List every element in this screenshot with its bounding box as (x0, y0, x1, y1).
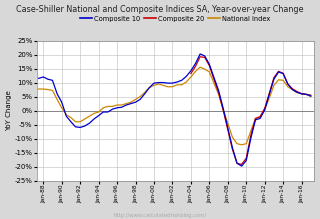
Legend: Composite 10, Composite 20, National Index: Composite 10, Composite 20, National Ind… (77, 13, 273, 24)
Text: Case-Shiller National and Composite Indices SA, Year-over-year Change: Case-Shiller National and Composite Indi… (16, 5, 304, 14)
Text: http://www.calculatedriskblog.com/: http://www.calculatedriskblog.com/ (113, 213, 207, 218)
Y-axis label: YoY Change: YoY Change (6, 90, 12, 131)
